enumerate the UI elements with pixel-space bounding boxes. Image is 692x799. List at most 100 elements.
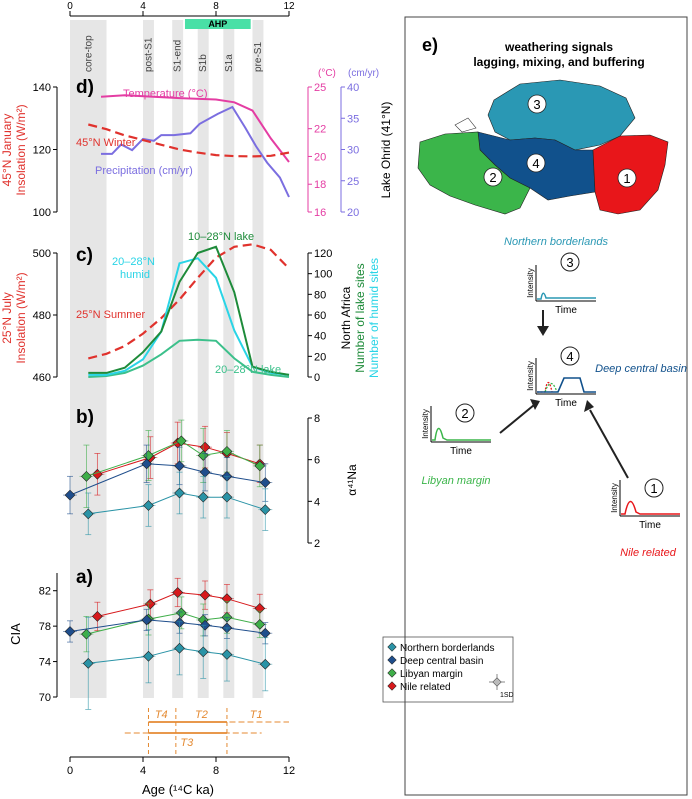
mini-plot: Intensity Time	[421, 406, 491, 457]
arrow-head	[584, 400, 594, 412]
c-left-label-1: 25°N July	[0, 292, 14, 344]
y-axis-tick-label: 16	[314, 207, 326, 219]
panel-letter-c: c)	[76, 245, 93, 266]
legend-label: Nile related	[400, 682, 451, 693]
data-point	[259, 477, 271, 488]
y-axis-tick-label: 74	[39, 657, 51, 669]
data-point	[199, 589, 211, 601]
y-axis-tick-label: 60	[314, 310, 326, 322]
time-band	[70, 20, 107, 698]
legend-marker	[387, 681, 397, 691]
region-2-libyan	[417, 131, 531, 215]
region-number-circle	[617, 168, 637, 188]
mini-ylabel: Intensity	[610, 483, 619, 513]
c-right-label-1: North Africa	[339, 286, 353, 349]
top-axis-tick-label: 4	[140, 1, 146, 12]
data-point	[197, 646, 209, 658]
time-band	[223, 20, 235, 698]
band-label: S1a	[224, 54, 235, 72]
d-left-label-2: Insolation (W/m²)	[14, 104, 28, 195]
d-left-label-1: 45°N January	[0, 114, 14, 187]
data-point	[259, 627, 271, 639]
island-outline	[454, 117, 477, 133]
box-number: 3	[566, 255, 573, 270]
panel-y-label: CIA	[8, 623, 23, 645]
temperature-label: Temperature (°C)	[123, 88, 207, 100]
band-label: post-S1	[143, 37, 154, 72]
lake-2028-line	[88, 338, 290, 378]
c-left-label-2: Insolation (W/m²)	[14, 272, 28, 363]
y-axis-tick-label: 100	[33, 207, 51, 219]
arrow-2-to-4	[499, 404, 535, 434]
t4-label: T4	[155, 709, 168, 721]
c-right-label-2: Number of lake sites	[353, 263, 367, 372]
legend-label: Northern borderlands	[400, 643, 495, 654]
humid-2028-label-b: humid	[120, 269, 150, 281]
panel-e-frame	[404, 16, 688, 796]
y-axis-tick-label: 120	[33, 145, 51, 157]
y-axis-tick-label: 25	[347, 176, 359, 188]
legend-marker	[387, 642, 397, 652]
y-axis-tick-label: 6	[314, 455, 320, 467]
region-number-circle	[527, 94, 547, 114]
lake-1028-label: 10–28°N lake	[188, 231, 254, 243]
sd-marker	[492, 677, 502, 687]
time-band	[172, 20, 184, 698]
data-point	[64, 626, 76, 637]
region-number: 4	[532, 156, 539, 171]
arrow-1-to-4	[589, 409, 629, 479]
precip-unit: (cm/yr)	[348, 68, 379, 79]
band-label: core-top	[83, 35, 94, 72]
y-axis-tick-label: 8	[314, 413, 320, 425]
winter-label: 45°N Winter	[76, 137, 136, 149]
data-point	[221, 649, 233, 660]
series-line	[69, 463, 266, 496]
data-point	[64, 489, 76, 501]
data-point	[199, 441, 211, 453]
data-point	[141, 614, 153, 626]
data-point	[174, 487, 185, 499]
sd-label: 1SD	[500, 692, 514, 699]
data-point	[172, 587, 184, 598]
data-point	[81, 628, 92, 640]
data-point	[92, 611, 103, 622]
y-axis-tick-label: 120	[314, 248, 332, 260]
signal-curve	[537, 292, 596, 300]
data-point	[221, 491, 233, 503]
y-axis-tick-label: 4	[314, 496, 320, 508]
mini-xlabel: Time	[555, 398, 577, 409]
series-line	[86, 440, 261, 477]
top-axis-tick-label: 0	[67, 1, 73, 12]
box-number-circle	[644, 478, 664, 498]
panel-e-title-1: weathering signals	[504, 40, 613, 54]
band-label: pre-S1	[253, 42, 264, 72]
data-point	[254, 618, 266, 630]
mini-plot: Intensity Time	[526, 358, 596, 409]
region-number: 1	[623, 171, 630, 186]
region-number-circle	[526, 153, 546, 173]
mini-ylabel: Intensity	[526, 268, 535, 298]
time-band	[143, 20, 154, 698]
mini-plot: Intensity Time	[610, 480, 680, 531]
top-axis-tick-label: 12	[283, 1, 295, 12]
lake-ohrid-label: Lake Ohrid (41°N)	[379, 102, 393, 199]
box-number: 1	[650, 481, 657, 496]
region-number: 3	[533, 97, 540, 112]
mini-plot: Intensity Time	[526, 265, 596, 316]
lake-2028-label: 20–28°N lake	[215, 364, 281, 376]
box-caption: Libyan margin	[421, 475, 490, 487]
y-axis-tick-label: 78	[39, 621, 51, 633]
legend-marker	[387, 668, 397, 678]
box-caption: Nile related	[620, 547, 677, 559]
signal-curve	[432, 427, 491, 441]
y-axis-tick-label: 100	[314, 269, 332, 281]
humid-2028-label: 20–28°N	[112, 256, 155, 268]
t3-label: T3	[180, 737, 194, 749]
box-caption: Deep central basin	[595, 363, 687, 375]
y-axis-tick-label: 140	[33, 82, 51, 94]
legend-marker	[387, 655, 397, 665]
x-axis-tick-label: 4	[140, 765, 146, 777]
c-right-label-3: Number of humid sites	[367, 258, 381, 378]
y-axis-tick-label: 0	[314, 372, 320, 384]
